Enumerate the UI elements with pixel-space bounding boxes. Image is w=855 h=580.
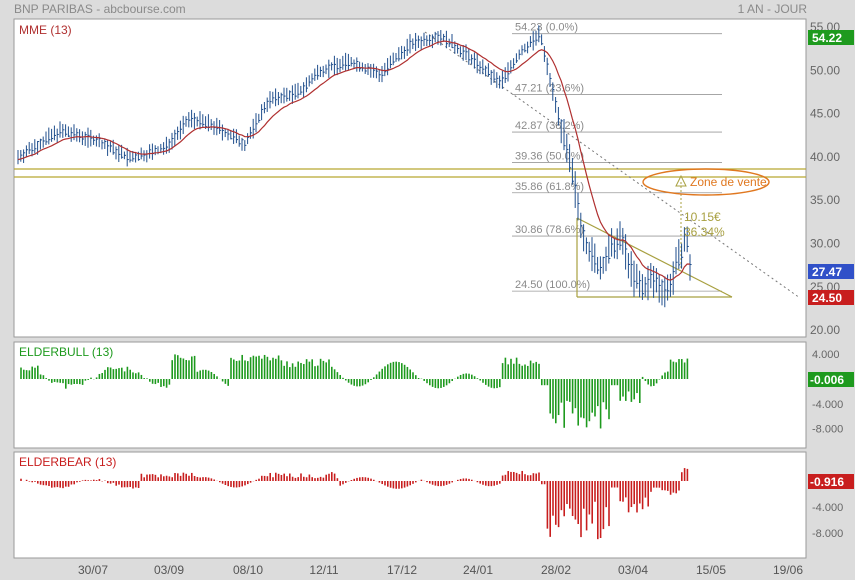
x-axis-label: 03/04	[618, 563, 648, 577]
x-axis-label: 19/06	[773, 563, 803, 577]
bear-panel	[13, 451, 807, 559]
dotted-downtrend-line	[424, 31, 801, 299]
x-axis-label: 08/10	[233, 563, 263, 577]
x-axis-label: 03/09	[154, 563, 184, 577]
price-y-tick: 30.00	[810, 237, 840, 251]
fib-label: 54.23 (0.0%)	[515, 22, 578, 34]
fib-label: 30.86 (78.6%)	[515, 224, 584, 236]
bear-badge-bg	[808, 474, 854, 489]
fib-label: 35.86 (61.8%)	[515, 181, 584, 193]
bear-badge: -0.916	[810, 475, 844, 489]
price-y-tick: 45.00	[810, 107, 840, 121]
price-panel	[13, 18, 807, 338]
mid-badge: 27.47	[812, 265, 842, 279]
fib-label: 39.36 (50.0%)	[515, 150, 584, 162]
bull-y-tick: 4.000	[812, 349, 840, 361]
low-badge: 24.50	[812, 291, 842, 305]
x-axis-label: 24/01	[463, 563, 493, 577]
x-axis-label: 30/07	[78, 563, 108, 577]
period-label: 1 AN - JOUR	[737, 2, 807, 16]
price-y-tick: 40.00	[810, 150, 840, 164]
gain-percent-label: 36.34%	[684, 225, 725, 239]
price-y-tick: 20.00	[810, 323, 840, 337]
price-panel-label: MME (13)	[19, 23, 72, 37]
sell-zone-label: Zone de vente	[690, 175, 767, 189]
mid-badge-bg	[808, 264, 854, 279]
fib-label: 24.50 (100.0%)	[515, 279, 590, 291]
x-axis-label: 15/05	[696, 563, 726, 577]
price-y-tick: 35.00	[810, 193, 840, 207]
gain-amount-label: 10.15€	[684, 210, 721, 224]
low-badge-bg	[808, 290, 854, 305]
bull-badge: -0.006	[810, 373, 844, 387]
fib-label: 42.87 (38.2%)	[515, 120, 584, 132]
bull-panel-label: ELDERBULL (13)	[19, 345, 113, 359]
bull-y-tick: -8.000	[812, 424, 843, 436]
bear-panel-label: ELDERBEAR (13)	[19, 455, 116, 469]
bull-y-tick: -4.000	[812, 399, 843, 411]
target-arrow-head	[675, 174, 687, 187]
x-axis-label: 17/12	[387, 563, 417, 577]
x-axis-label: 12/11	[309, 563, 338, 577]
last-price-badge: 54.22	[812, 31, 842, 45]
sell-zone-ellipse	[642, 168, 770, 196]
fib-label: 47.21 (23.6%)	[515, 82, 584, 94]
bear-y-tick: -4.000	[812, 502, 843, 514]
chart-title: BNP PARIBAS - abcbourse.com	[14, 2, 186, 16]
bear-y-tick: -8.000	[812, 528, 843, 540]
bull-panel	[13, 341, 807, 449]
x-axis-label: 28/02	[541, 563, 571, 577]
bull-badge-bg	[808, 372, 854, 387]
mme-line	[17, 40, 691, 281]
triangle-upper-line	[576, 217, 733, 298]
price-y-tick: 50.00	[810, 63, 840, 77]
last-price-badge-bg	[808, 30, 854, 45]
